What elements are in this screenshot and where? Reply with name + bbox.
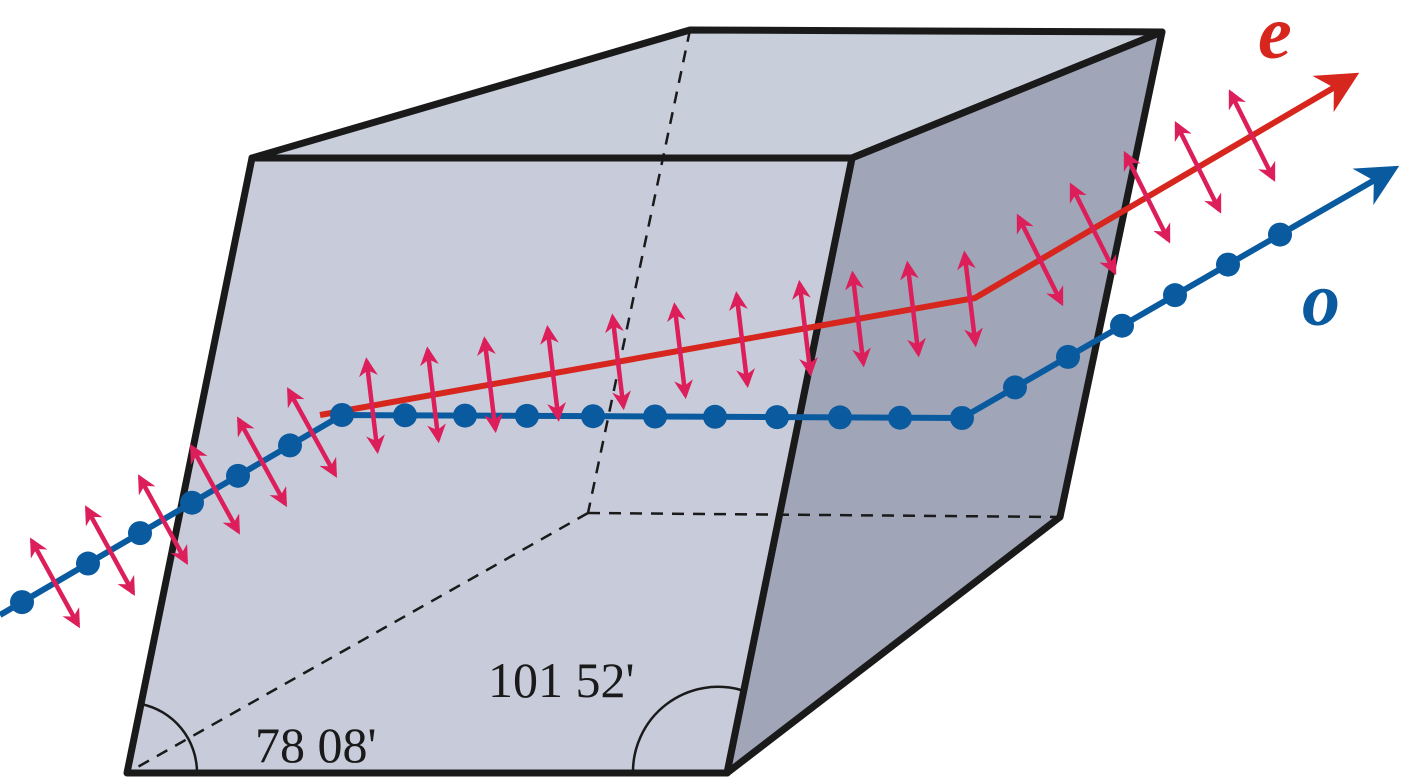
double-arrow [845,270,871,368]
dot [10,590,34,615]
dot [703,404,727,429]
dot [888,405,912,430]
double-arrow [540,324,566,422]
e-label: e [1258,0,1292,75]
obtuse-angle-label: 101 52' [488,652,635,708]
double-arrow [1174,120,1222,214]
dot [1268,222,1292,247]
dot [76,551,100,576]
dot [1110,313,1134,338]
double-arrow [420,346,446,444]
dot [226,463,250,488]
dot [330,403,354,427]
hidden-edge [587,511,1061,519]
angle-arcs [140,685,742,774]
polarization-arrows [29,89,1276,629]
double-arrow [286,387,338,478]
dot [643,404,667,429]
double-arrow [189,443,241,535]
dot [1163,283,1187,308]
dot [765,405,789,430]
dot [453,403,477,428]
dot [515,403,539,428]
double-arrow [957,250,983,348]
angle-arc [140,702,199,774]
double-arrow [236,416,288,508]
polarization-dots [10,222,1292,615]
double-arrow [900,260,926,358]
dot [1216,252,1240,277]
acute-angle-label: 78 08' [255,717,377,773]
double-arrow [729,291,755,389]
dot [393,403,417,428]
crystal [123,26,1166,777]
double-arrow [667,302,693,400]
dot [1056,344,1080,369]
double-arrow [137,474,189,566]
hidden-edge [126,511,589,775]
dot [950,406,974,430]
double-arrow [1069,182,1117,276]
dot [180,490,204,515]
double-arrow [359,357,385,455]
double-arrow [1123,150,1171,244]
angle-arc [631,685,742,774]
double-arrow [1016,213,1064,307]
double-arrow [605,313,631,411]
o-label: o [1302,258,1340,342]
double-arrow [84,505,136,597]
dot [128,521,152,546]
double-arrow [29,537,81,629]
dot [1003,375,1027,400]
dot [278,433,302,458]
dot [828,405,852,430]
double-arrow [1228,89,1276,182]
dot [581,404,605,429]
hidden-edges [126,29,1061,775]
double-arrow [792,279,818,377]
double-arrow [477,336,503,434]
